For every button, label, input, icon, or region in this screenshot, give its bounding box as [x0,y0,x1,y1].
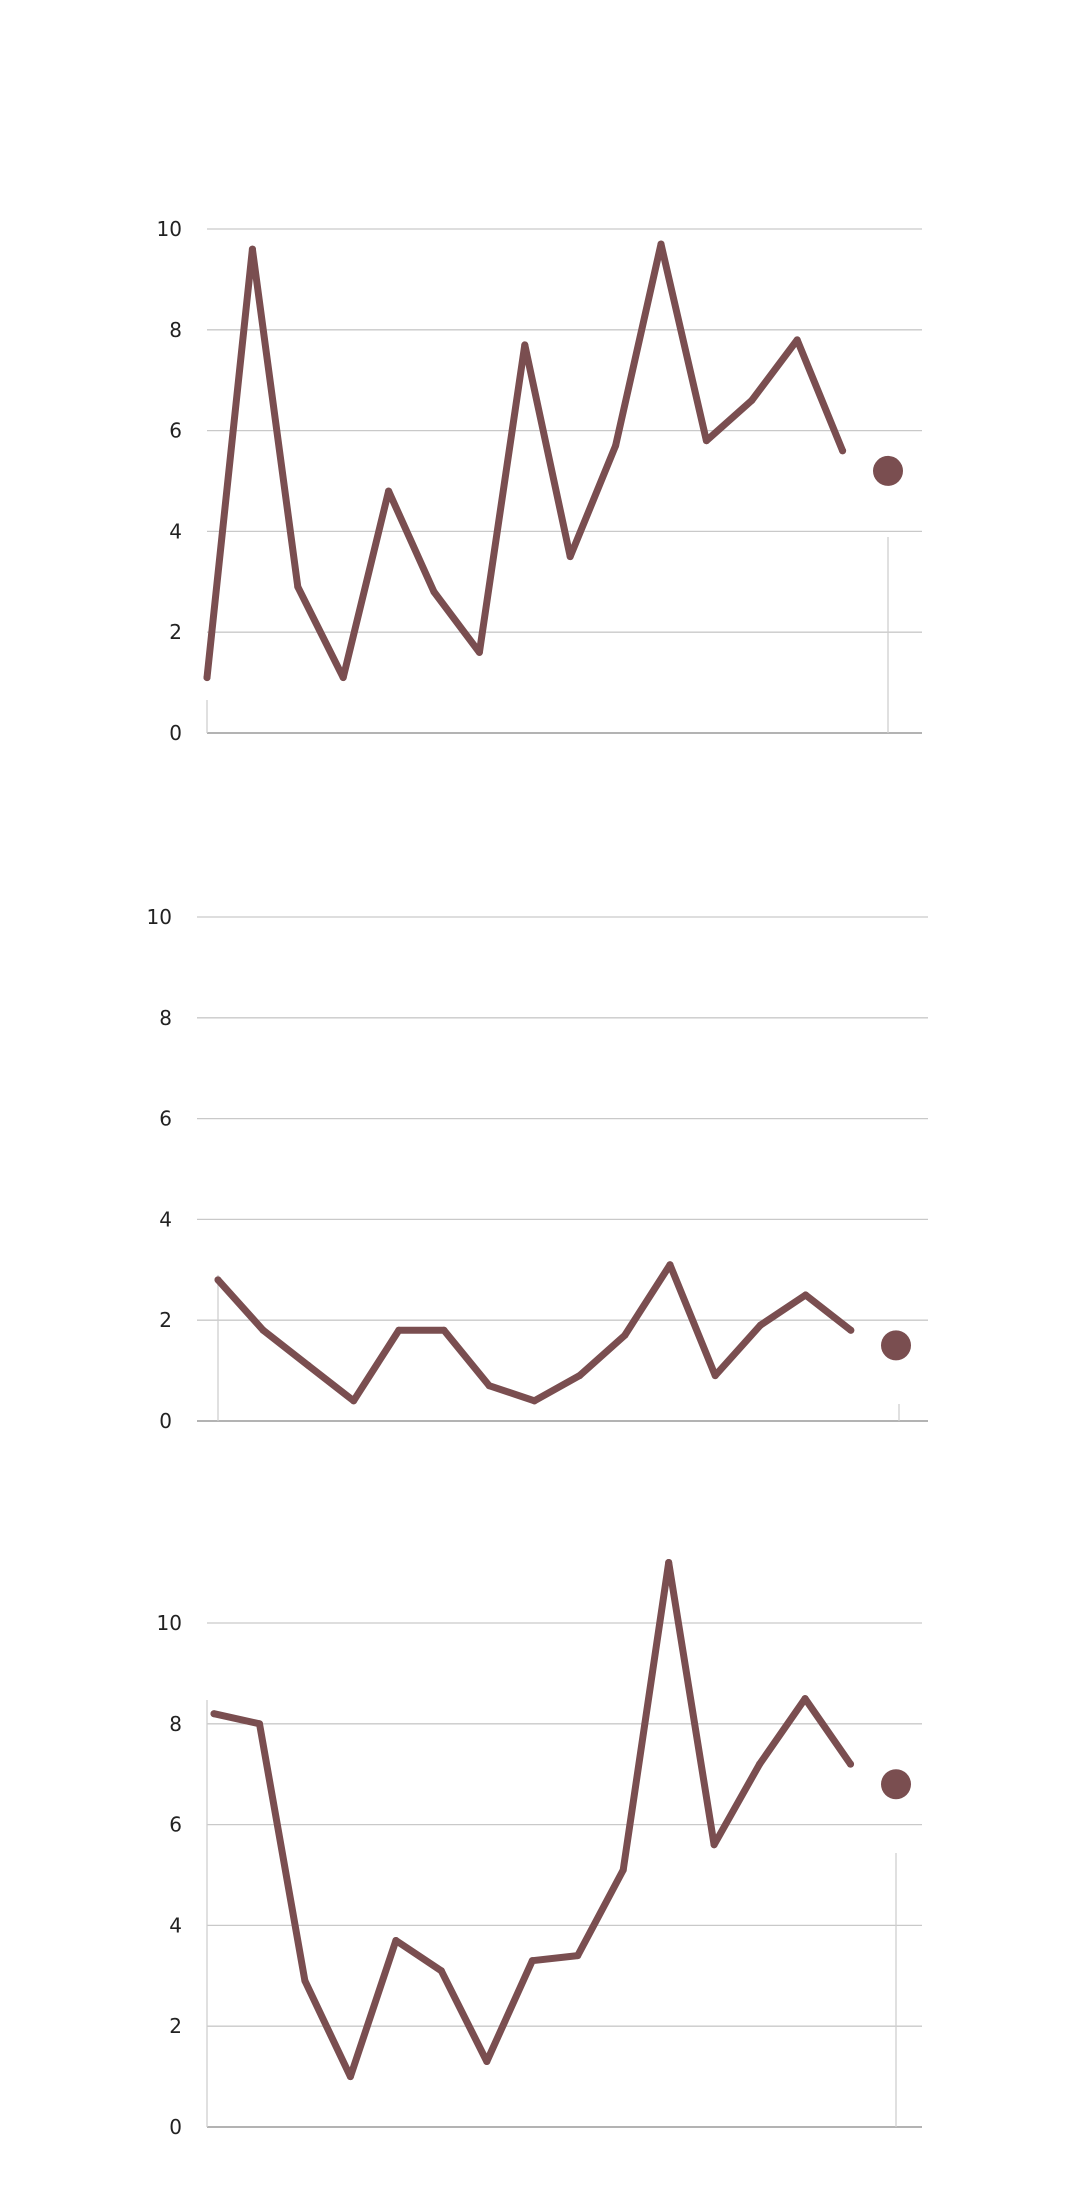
data-point [214,1276,222,1284]
data-point [574,1952,582,1960]
data-point [710,1841,718,1849]
data-point [748,396,756,404]
data-point [793,336,801,344]
data-point [304,1362,312,1370]
data-point [702,437,710,445]
data-point [346,2073,354,2081]
y-tick-label: 6 [159,1107,172,1131]
data-point [392,1937,400,1945]
data-point [485,1382,493,1390]
data-point [385,487,393,495]
data-point [847,1760,855,1768]
data-point [339,674,347,682]
data-point [566,553,574,561]
data-point [711,1372,719,1380]
data-point [756,1760,764,1768]
y-tick-label: 8 [169,1712,182,1736]
data-point [666,1261,674,1269]
y-tick-label: 4 [169,519,182,543]
series-line [210,1559,854,2081]
y-tick-label: 6 [169,419,182,443]
data-point [210,1710,218,1718]
data-point [802,1291,810,1299]
y-tick-label: 2 [169,620,182,644]
last-point-marker [873,455,903,486]
chart-panel-3: 0 2 4 6 8 10 [157,1559,922,2139]
data-point [483,2057,491,2065]
last-point-marker [881,1330,911,1361]
data-point [521,341,529,349]
data-point [847,1326,855,1334]
y-tick-label: 0 [169,2115,182,2139]
y-tick-label: 6 [169,1813,182,1837]
y-tick-label: 10 [147,905,172,929]
y-tick-label: 4 [169,1913,182,1937]
data-point [437,1967,445,1975]
chart-panel-1: 0 2 4 6 8 10 [157,217,922,745]
data-point [801,1695,809,1703]
data-point [612,442,620,450]
data-point [528,1957,536,1965]
data-point [430,588,438,596]
y-tick-label: 10 [157,217,182,241]
y-tick-label: 8 [169,318,182,342]
data-point [440,1326,448,1334]
data-point [395,1326,403,1334]
data-point [203,674,211,682]
data-point [530,1397,538,1405]
y-tick-label: 0 [159,1409,172,1433]
data-point [301,1977,309,1985]
data-point [657,240,665,248]
data-point [248,245,256,253]
data-point [576,1372,584,1380]
data-point [259,1326,267,1334]
data-point [619,1866,627,1874]
data-point [665,1559,673,1567]
y-tick-label: 10 [157,1611,182,1635]
chart-panel-2: 0 2 4 6 8 10 [147,905,928,1433]
series-line [214,1261,855,1405]
data-point [475,648,483,656]
y-tick-label: 8 [159,1006,172,1030]
last-point-marker [881,1769,911,1800]
y-tick-label: 4 [159,1207,172,1231]
data-point [255,1720,263,1728]
data-point [621,1331,629,1339]
data-point [350,1397,358,1405]
series-line [203,240,847,682]
data-point [294,583,302,591]
data-point [839,447,847,455]
y-tick-label: 0 [169,721,182,745]
data-point [756,1321,764,1329]
y-tick-label: 2 [159,1308,172,1332]
y-tick-label: 2 [169,2014,182,2038]
